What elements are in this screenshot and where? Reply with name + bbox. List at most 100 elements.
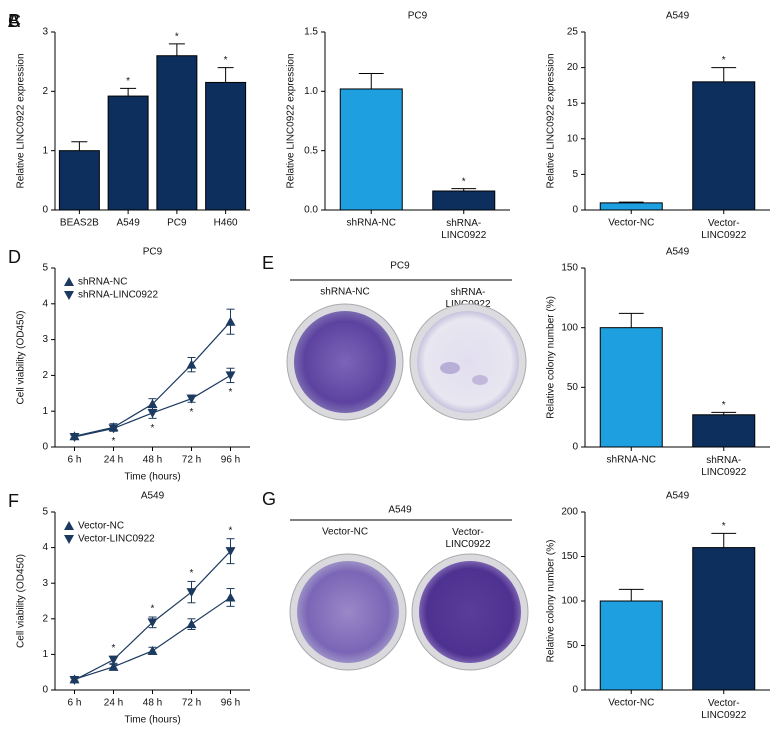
marker xyxy=(186,588,197,598)
y-axis-label: Relative LINC0922 expression xyxy=(286,53,297,188)
significance: * xyxy=(190,407,194,418)
line xyxy=(74,321,231,437)
colony-patch xyxy=(472,375,488,385)
y-tick-label: 5 xyxy=(42,263,48,274)
marker xyxy=(147,618,158,628)
y-axis-label: Relative colony number (%) xyxy=(546,540,557,663)
y-tick-label: 50 xyxy=(567,382,579,393)
significance: * xyxy=(151,604,155,615)
y-tick-label: 200 xyxy=(561,507,578,518)
panel-letter: G xyxy=(262,489,276,509)
x-tick-label: Vector-NC xyxy=(608,218,654,229)
y-tick-label: 2 xyxy=(42,613,48,624)
y-tick-label: 1 xyxy=(42,406,48,417)
panel-letter: B xyxy=(8,11,20,31)
y-tick-label: 3 xyxy=(42,27,48,38)
marker xyxy=(147,399,158,409)
x-tick-label: BEAS2B xyxy=(60,218,99,229)
panel-letter: A xyxy=(8,11,20,31)
y-tick-label: 1.5 xyxy=(304,27,318,38)
y-axis-label: Relative LINC0922 expression xyxy=(16,53,27,188)
y-tick-label: 2 xyxy=(42,370,48,381)
x-tick-label: 72 h xyxy=(182,455,201,466)
chart-title: A549 xyxy=(666,247,690,258)
photo-label: shRNA-NC xyxy=(320,287,369,298)
marker xyxy=(225,371,236,381)
marker xyxy=(108,655,119,665)
legend-marker xyxy=(64,535,74,544)
y-tick-label: 4 xyxy=(42,542,48,553)
bar xyxy=(692,414,756,448)
y-tick-label: 3 xyxy=(42,578,48,589)
photo-label: Vector-NC xyxy=(322,527,368,538)
y-axis-label: Cell viability (OD450) xyxy=(16,554,27,648)
colonies xyxy=(417,311,519,413)
x-tick-label: Vector-LINC0922 xyxy=(701,698,746,721)
marker xyxy=(186,359,197,369)
significance: * xyxy=(151,423,155,434)
x-tick-label: 6 h xyxy=(68,698,82,709)
significance: * xyxy=(112,436,116,447)
y-tick-label: 5 xyxy=(42,507,48,518)
y-tick-label: 0 xyxy=(42,205,48,216)
y-tick-label: 3 xyxy=(42,334,48,345)
marker xyxy=(225,547,236,557)
colony-patch xyxy=(440,362,460,374)
bar xyxy=(339,88,403,211)
photo-title: A549 xyxy=(388,505,412,516)
chart-title: A549 xyxy=(141,491,165,502)
y-tick-label: 100 xyxy=(561,596,578,607)
significance: * xyxy=(229,387,233,398)
y-tick-label: 0 xyxy=(572,685,578,696)
photo-label: Vector-LINC0922 xyxy=(445,527,490,550)
legend-marker xyxy=(64,277,74,286)
significance: * xyxy=(224,55,228,66)
chart-title: PC9 xyxy=(143,247,163,258)
bar xyxy=(107,95,149,211)
y-tick-label: 5 xyxy=(572,169,578,180)
legend-label: shRNA-NC xyxy=(78,277,127,288)
colonies xyxy=(294,311,396,413)
y-tick-label: 0 xyxy=(572,442,578,453)
marker xyxy=(147,408,158,418)
x-tick-label: shRNA-LINC0922 xyxy=(701,455,746,478)
bar xyxy=(156,55,198,211)
marker xyxy=(108,661,119,671)
chart-title: A549 xyxy=(666,491,690,502)
x-tick-label: shRNA-NC xyxy=(607,455,656,466)
x-tick-label: 72 h xyxy=(182,698,201,709)
y-axis-label: Cell viability (OD450) xyxy=(16,311,27,405)
x-tick-label: Vector-NC xyxy=(608,698,654,709)
x-axis-label: Time (hours) xyxy=(124,472,180,483)
legend-label: Vector-LINC0922 xyxy=(78,534,155,545)
marker xyxy=(108,424,119,434)
photo-g: G A549 Vector-NC Vector-LINC0922 xyxy=(262,489,529,671)
panel-letter: C xyxy=(8,11,21,31)
y-tick-label: 50 xyxy=(567,640,579,651)
significance: * xyxy=(190,568,194,579)
y-tick-label: 25 xyxy=(567,27,579,38)
bar xyxy=(599,202,663,211)
y-tick-label: 100 xyxy=(561,322,578,333)
chart-title: PC9 xyxy=(408,11,428,22)
significance: * xyxy=(175,32,179,43)
x-tick-label: 24 h xyxy=(104,698,123,709)
y-tick-label: 0.0 xyxy=(304,205,318,216)
bar xyxy=(58,150,100,211)
y-tick-label: 20 xyxy=(567,62,579,73)
significance: * xyxy=(462,176,466,187)
photo-title: PC9 xyxy=(390,261,410,272)
bar xyxy=(599,327,663,448)
significance: * xyxy=(722,521,726,532)
x-tick-label: 6 h xyxy=(68,455,82,466)
significance: * xyxy=(722,400,726,411)
y-axis-label: Relative LINC0922 expression xyxy=(546,53,557,188)
marker xyxy=(186,394,197,404)
marker xyxy=(69,432,80,442)
y-tick-label: 2 xyxy=(42,86,48,97)
y-tick-label: 4 xyxy=(42,298,48,309)
x-tick-label: shRNA-LINC0922 xyxy=(441,218,486,241)
significance: * xyxy=(126,76,130,87)
legend-label: Vector-NC xyxy=(78,521,124,532)
line xyxy=(74,550,231,681)
